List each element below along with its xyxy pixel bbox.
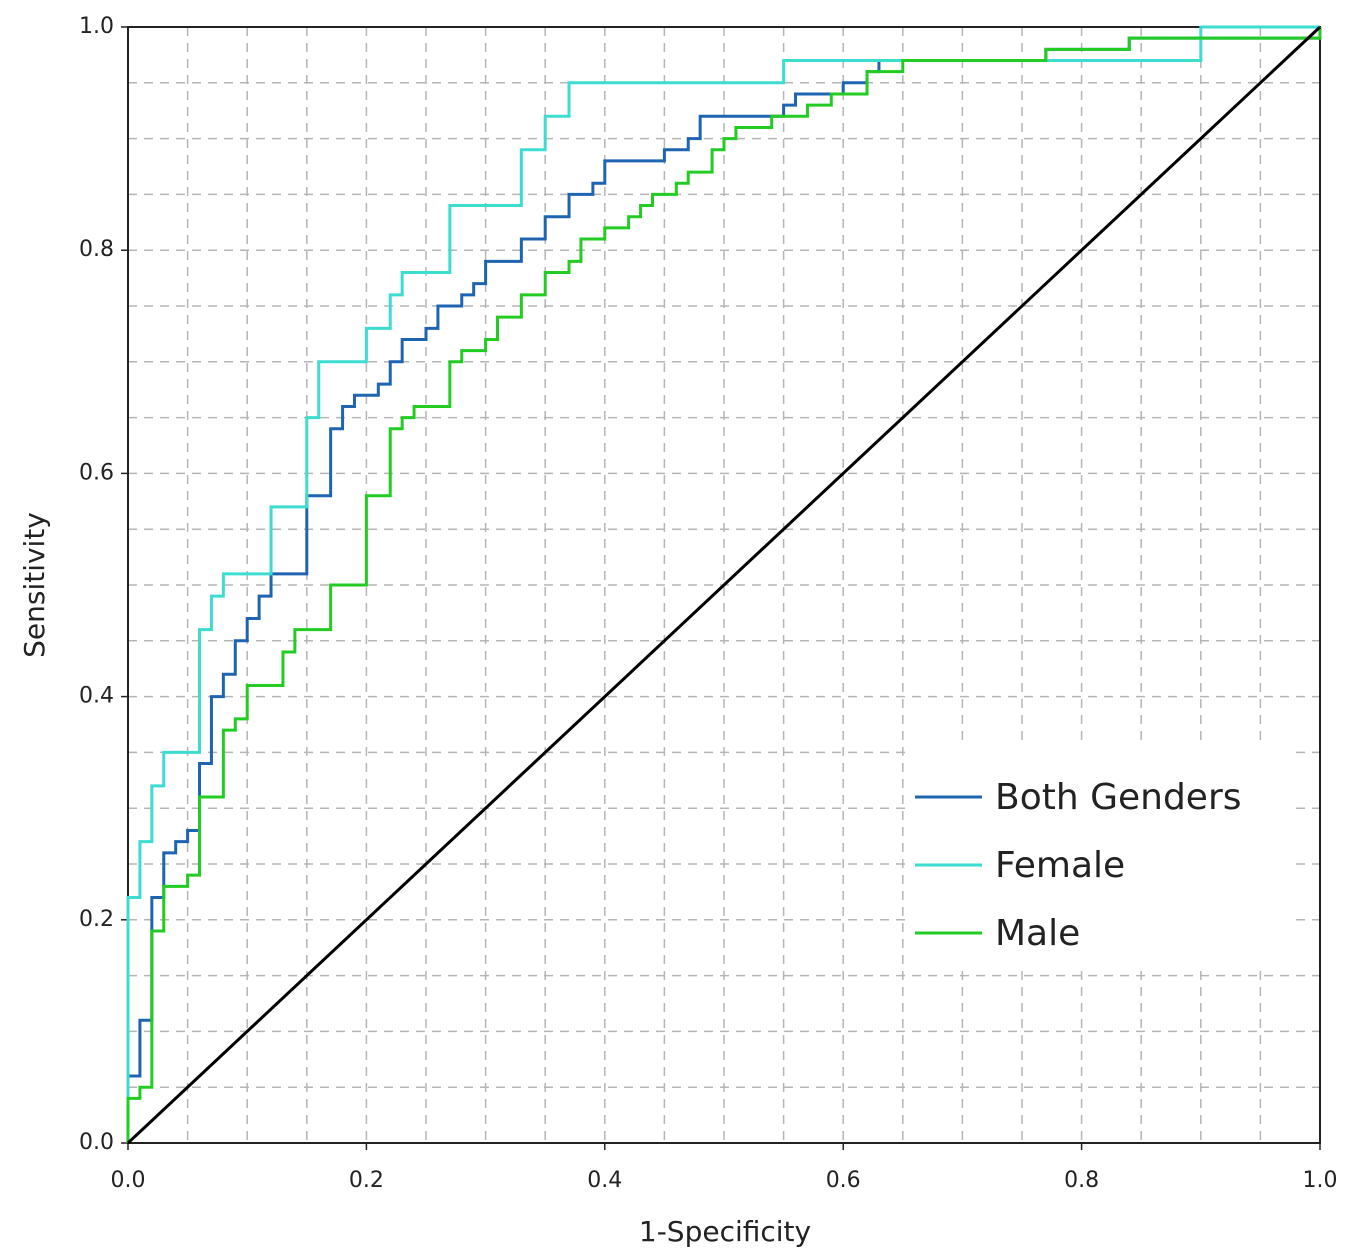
y-tick-label: 0.8 [79, 237, 114, 262]
legend: Both Genders Female Male [905, 745, 1290, 965]
roc-line [126, 27, 1322, 1143]
y-tick-label: 0.2 [79, 907, 114, 932]
y-axis-label: Sensitivity [18, 512, 51, 658]
x-tick-label: 0.6 [826, 1168, 861, 1193]
x-axis-label: 1-Specificity [639, 1215, 811, 1248]
x-tick-label: 0.0 [111, 1168, 146, 1193]
y-tick-label: 0.6 [79, 460, 114, 485]
roc-line [126, 27, 1322, 1143]
roc-line [126, 25, 1320, 1143]
y-tick-label: 0.4 [79, 684, 114, 709]
y-tick-label: 1.0 [79, 14, 114, 39]
plot-frame [127, 26, 1321, 1144]
x-tick-label: 0.8 [1064, 1168, 1099, 1193]
legend-box [905, 745, 1290, 965]
roc-line [126, 25, 1322, 1145]
x-tick-label: 0.4 [587, 1168, 622, 1193]
legend-label: Both Genders [995, 777, 1242, 818]
x-tick-label: 0.2 [349, 1168, 384, 1193]
legend-label: Female [995, 845, 1125, 886]
y-tick-label: 0.0 [79, 1130, 114, 1155]
legend-label: Male [995, 913, 1080, 954]
x-tick-label: 1.0 [1303, 1168, 1338, 1193]
